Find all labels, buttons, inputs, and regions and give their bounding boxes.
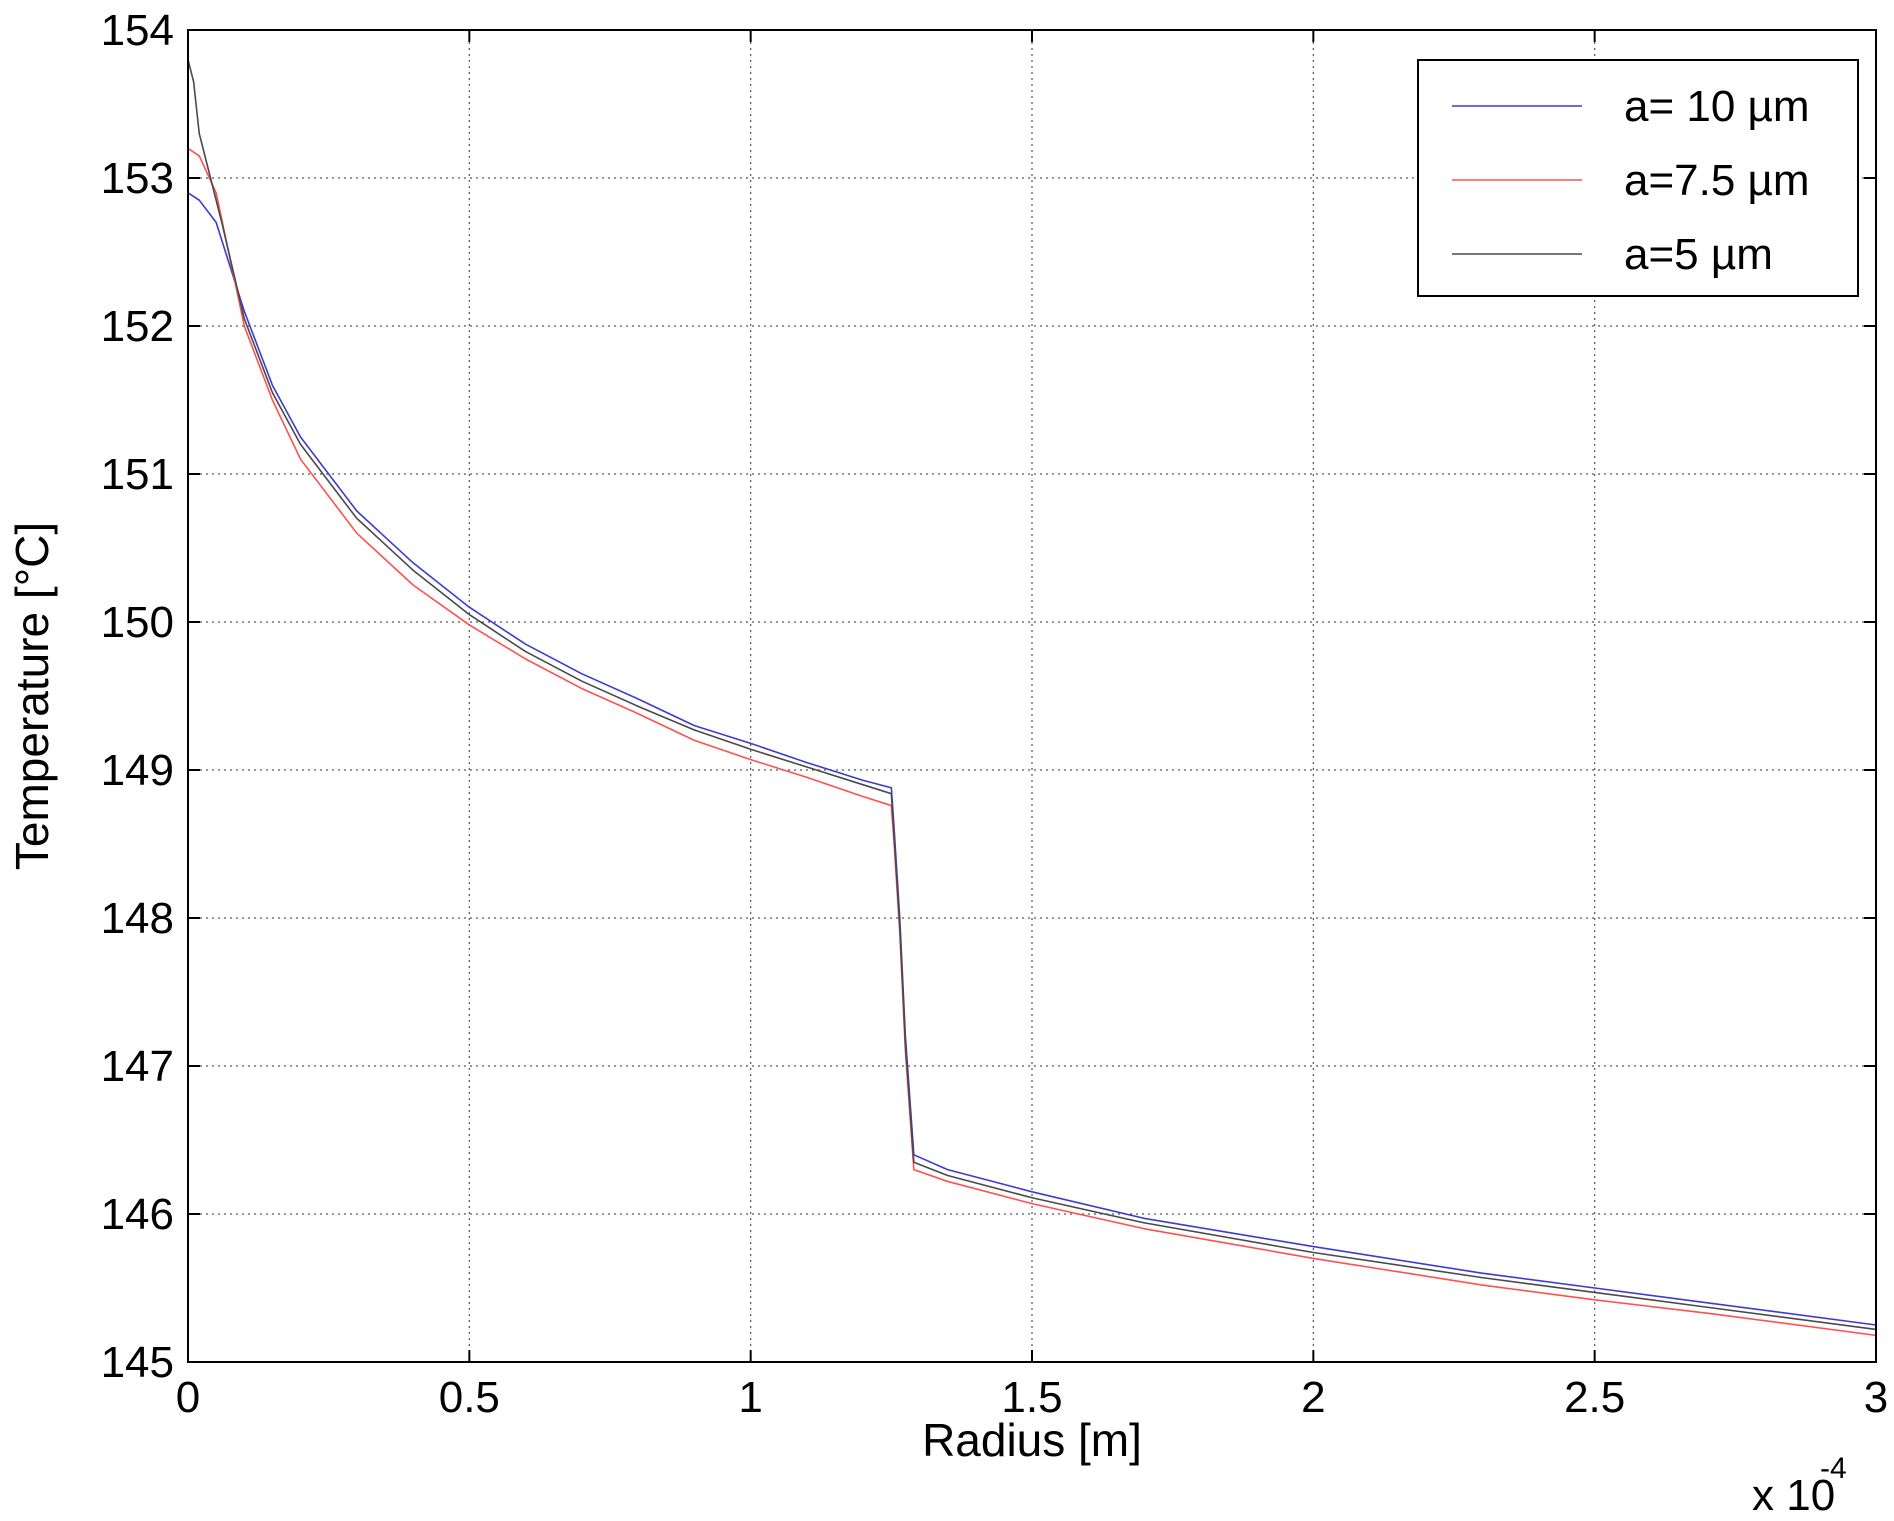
legend-box bbox=[1417, 59, 1859, 297]
grid-lines bbox=[188, 30, 1876, 1362]
y-tick-label: 150 bbox=[101, 598, 174, 647]
series-line-3 bbox=[187, 59, 1877, 1331]
y-tick-label: 151 bbox=[101, 450, 174, 499]
x-axis-multiplier-exponent: -4 bbox=[1820, 1452, 1847, 1485]
axis-ticks: 0 0.5 1 1.5 2 2.5 3 145 146 147 148 149 150 151 152 153… bbox=[101, 6, 1889, 1422]
y-tick-label: 146 bbox=[101, 1190, 174, 1239]
legend-label-2: a=7.5 µm bbox=[1624, 156, 1810, 205]
y-tick-label: 154 bbox=[101, 6, 174, 55]
y-tick-label: 149 bbox=[101, 746, 174, 795]
y-tick-label: 147 bbox=[101, 1042, 174, 1091]
y-tick-label: 153 bbox=[101, 154, 174, 203]
legend-label-1: a= 10 µm bbox=[1624, 82, 1810, 131]
legend: a= 10 µm a=7.5 µm a=5 µm bbox=[1417, 59, 1859, 297]
x-tick-label: 0 bbox=[176, 1373, 200, 1422]
x-axis-label: Radius [m] bbox=[922, 1414, 1142, 1466]
x-tick-label: 1 bbox=[738, 1373, 762, 1422]
y-tick-label: 145 bbox=[101, 1338, 174, 1387]
y-tick-label: 152 bbox=[101, 302, 174, 351]
x-axis-multiplier: x 10 -4 bbox=[1752, 1452, 1847, 1520]
legend-label-3: a=5 µm bbox=[1624, 230, 1773, 279]
y-tick-label: 148 bbox=[101, 894, 174, 943]
x-tick-label: 3 bbox=[1864, 1373, 1888, 1422]
series-line-2 bbox=[187, 147, 1877, 1337]
series-lines bbox=[187, 59, 1877, 1337]
x-tick-label: 2 bbox=[1301, 1373, 1325, 1422]
x-tick-label: 2.5 bbox=[1564, 1373, 1625, 1422]
x-tick-label: 0.5 bbox=[439, 1373, 500, 1422]
series-line-1 bbox=[187, 192, 1877, 1326]
x-axis-multiplier-base: x 10 bbox=[1752, 1471, 1835, 1520]
y-axis-label: Temperature [°C] bbox=[6, 522, 58, 870]
x-tick-label: 1.5 bbox=[1001, 1373, 1062, 1422]
